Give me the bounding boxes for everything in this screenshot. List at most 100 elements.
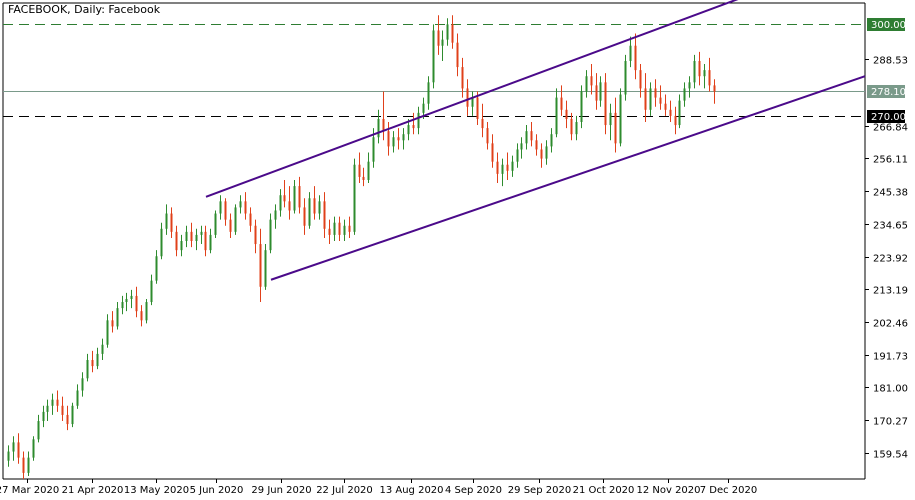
candle	[283, 179, 286, 208]
candle-body	[585, 76, 588, 92]
y-tick-label: 245.38	[873, 188, 908, 199]
candle	[91, 350, 94, 373]
candle	[525, 125, 528, 150]
candle	[244, 192, 247, 220]
candle-body	[283, 195, 286, 202]
symbol-label: FACEBOOK	[8, 3, 68, 16]
candle	[664, 94, 667, 116]
candle	[713, 79, 716, 104]
candle-body	[195, 234, 198, 241]
candle-body	[22, 457, 25, 473]
candle	[649, 82, 652, 116]
candle-body	[209, 234, 212, 251]
candle-body	[516, 149, 519, 162]
candle-body	[575, 122, 578, 135]
candle	[417, 106, 420, 135]
candle	[614, 97, 617, 153]
candle-body	[229, 219, 232, 232]
candle-body	[511, 161, 514, 171]
candle-body	[407, 125, 410, 135]
candle	[585, 70, 588, 98]
candle-body	[525, 131, 528, 144]
candle	[298, 176, 301, 214]
candle	[190, 222, 193, 248]
candle-body	[239, 201, 242, 208]
candle	[37, 414, 40, 443]
candle	[491, 134, 494, 168]
candle	[530, 122, 533, 147]
candle	[644, 73, 647, 122]
candle-body	[402, 134, 405, 141]
candle	[619, 88, 622, 147]
level-badge-bg	[867, 110, 905, 123]
candle	[293, 179, 296, 214]
candle	[338, 216, 341, 241]
candle	[634, 33, 637, 80]
candle-body	[362, 176, 365, 180]
candle	[392, 131, 395, 153]
candle-body	[180, 241, 183, 251]
candle-body	[683, 88, 686, 101]
candle	[140, 305, 143, 327]
candle-body	[145, 302, 148, 321]
candle	[496, 152, 499, 184]
candle-body	[649, 88, 652, 110]
y-tick-label: 202.46	[873, 319, 908, 330]
candle-body	[323, 201, 326, 229]
channel-line-lower[interactable]	[270, 75, 866, 281]
candle-body	[481, 118, 484, 129]
candles-group	[7, 15, 716, 479]
candle	[269, 213, 272, 254]
candle	[175, 225, 178, 257]
candle-body	[318, 201, 321, 214]
candle	[71, 402, 74, 428]
candle	[678, 94, 681, 129]
candle-body	[565, 109, 568, 119]
candle-body	[333, 222, 336, 235]
level-badge-label: 278.10	[871, 87, 906, 98]
candle	[575, 115, 578, 141]
candle-body	[417, 112, 420, 129]
candle-body	[698, 60, 701, 77]
candle-body	[51, 399, 54, 406]
candle	[367, 152, 370, 184]
candle	[130, 289, 133, 309]
x-tick-label: 12 Nov 2020	[636, 485, 700, 496]
candle	[7, 445, 10, 467]
candle	[209, 228, 212, 254]
candle	[155, 250, 158, 284]
channel-line-upper[interactable]	[205, 0, 748, 198]
candle-body	[634, 45, 637, 71]
candle	[511, 155, 514, 177]
candle	[437, 15, 440, 55]
candle-body	[624, 60, 627, 95]
candle-body	[343, 225, 346, 235]
candle-body	[496, 161, 499, 174]
candle	[46, 399, 49, 422]
candle-body	[254, 225, 257, 245]
y-tick-label: 266.84	[873, 123, 908, 134]
candle-body	[669, 109, 672, 116]
candle	[234, 204, 237, 235]
level-badge-label: 300.00	[871, 20, 906, 31]
candle-body	[619, 94, 622, 144]
candle	[550, 128, 553, 153]
candle	[674, 106, 677, 135]
x-tick-label: 13 May 2020	[124, 485, 189, 496]
candle-body	[175, 231, 178, 251]
candle-body	[688, 82, 691, 89]
candle	[333, 216, 336, 241]
candle	[125, 292, 128, 312]
candle-body	[185, 231, 188, 241]
candle-body	[639, 70, 642, 89]
candle	[358, 152, 361, 184]
candle	[308, 192, 311, 229]
candle-body	[249, 213, 252, 226]
candle	[76, 384, 79, 409]
candle	[96, 347, 99, 370]
candle-body	[42, 411, 45, 422]
x-tick-label: 21 Apr 2020	[62, 485, 124, 496]
candle	[693, 54, 696, 89]
candle	[629, 36, 632, 68]
